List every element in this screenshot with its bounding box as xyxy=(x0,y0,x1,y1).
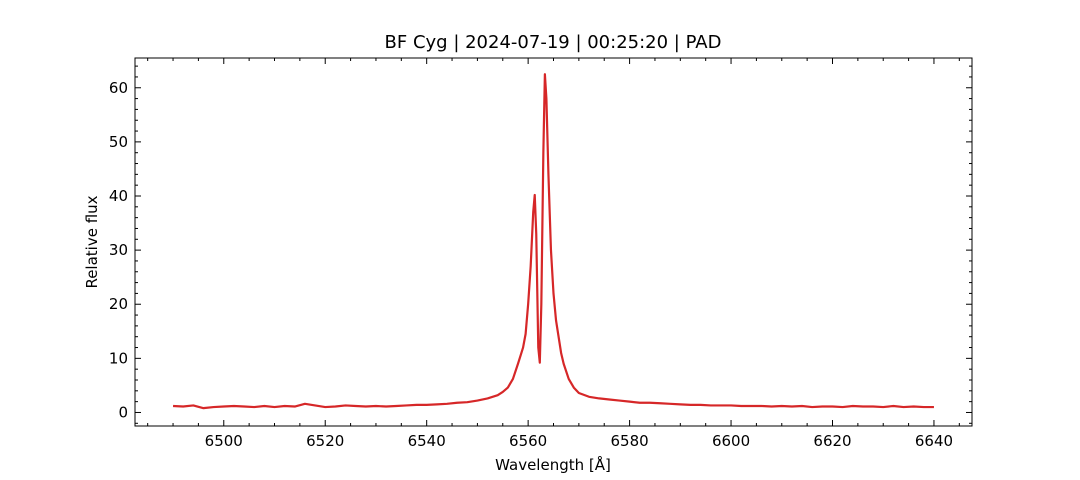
y-tick-label: 50 xyxy=(109,133,128,151)
y-tick-label: 10 xyxy=(109,349,128,367)
y-tick-label: 40 xyxy=(109,187,128,205)
x-tick-label: 6520 xyxy=(306,432,344,450)
x-tick-label: 6560 xyxy=(509,432,547,450)
y-tick-label: 30 xyxy=(109,241,128,259)
axes-background xyxy=(135,58,972,426)
series-layer xyxy=(172,73,934,410)
x-tick-label: 6620 xyxy=(813,432,851,450)
x-tick-label: 6640 xyxy=(915,432,953,450)
y-axis-label: Relative flux xyxy=(83,195,101,288)
x-tick-label: 6600 xyxy=(712,432,750,450)
x-tick-label: 6580 xyxy=(610,432,648,450)
y-axis-ticks: 0 10 20 30 40 50 60 xyxy=(109,65,972,424)
y-tick-label: 60 xyxy=(109,79,128,97)
x-axis-ticks: 6500 6520 6540 6560 6580 6600 6620 6640 xyxy=(147,58,960,450)
y-tick-label: 20 xyxy=(109,295,128,313)
x-tick-label: 6540 xyxy=(408,432,446,450)
x-tick-label: 6500 xyxy=(205,432,243,450)
spectrum-line xyxy=(172,73,934,410)
plot-area: 6500 6520 6540 6560 6580 6600 6620 6640 0 10 20 30… xyxy=(109,57,973,450)
chart-title: BF Cyg | 2024-07-19 | 00:25:20 | PAD xyxy=(385,32,722,53)
x-axis-label: Wavelength [Å] xyxy=(495,455,611,474)
y-tick-label: 0 xyxy=(118,403,128,421)
axes-frame xyxy=(134,57,973,427)
